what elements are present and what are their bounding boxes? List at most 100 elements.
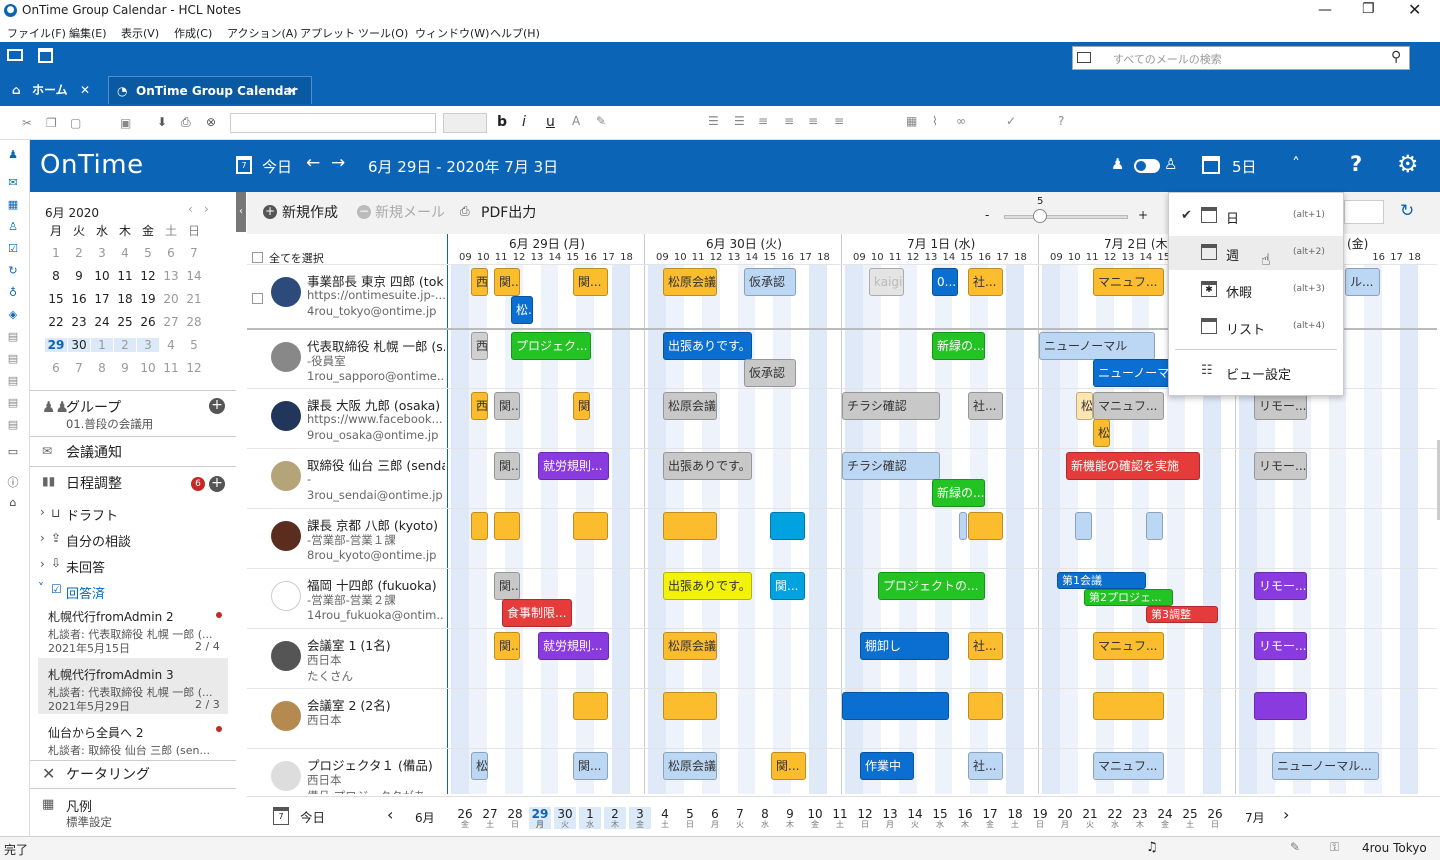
cut-icon[interactable]: ✂ [22, 116, 33, 130]
strip-date[interactable]: 17 金 [979, 807, 1001, 829]
mini-day[interactable]: 18 [117, 292, 133, 306]
calendar-event[interactable]: 第3調整 [1146, 606, 1218, 623]
person-toggle-icon[interactable]: ♙ [1164, 155, 1178, 173]
tab-ontime[interactable]: ◔ OnTime Group Calendar ✕ [108, 76, 312, 104]
copy-icon[interactable]: ❐ [46, 116, 57, 130]
mini-day[interactable]: 7 [190, 246, 198, 260]
stop-icon[interactable]: ⊗ [206, 115, 217, 129]
strip-prev-icon[interactable]: ‹ [387, 805, 394, 824]
attach-icon[interactable]: ⌇ [932, 114, 938, 128]
calendar-event[interactable]: 関 [573, 392, 590, 420]
mini-prev-icon[interactable]: ‹ [188, 202, 193, 216]
calendar-event[interactable] [842, 692, 949, 720]
add-schedule-icon[interactable]: + [209, 476, 225, 492]
view-settings-item[interactable]: ☷ ビュー設定 [1169, 355, 1343, 389]
calendar-event[interactable]: 松 [471, 752, 488, 780]
paste-icon[interactable]: ▢ [70, 116, 82, 130]
calendar-event[interactable]: 松原会議 [663, 392, 717, 420]
folder4-icon[interactable]: ▤ [7, 396, 19, 409]
strip-date[interactable]: 22 水 [1104, 807, 1126, 829]
strip-today-button[interactable]: 今日 [300, 810, 326, 825]
calendar-event[interactable]: 出張ありです。 [663, 332, 752, 360]
close-window-icon[interactable]: ✕ [1408, 0, 1422, 19]
mini-day[interactable]: 29 [45, 338, 67, 352]
person-icon[interactable]: ♙ [8, 220, 18, 233]
strip-date[interactable]: 24 金 [1154, 807, 1176, 829]
folder3-icon[interactable]: ▤ [7, 374, 19, 387]
info-icon[interactable]: ⓘ [7, 476, 19, 489]
mini-day[interactable]: 4 [167, 338, 175, 352]
calendar-event[interactable]: 出張ありです。 [663, 452, 752, 480]
calendar-event[interactable]: 関... [770, 572, 805, 600]
strip-date[interactable]: 14 火 [904, 807, 926, 829]
zoom-plus[interactable]: + [1138, 208, 1149, 222]
calendar-event[interactable]: 関... [494, 632, 520, 660]
edit-status-icon[interactable]: ✎ [1290, 840, 1301, 854]
calendar-event[interactable]: チラシ確認 [842, 452, 940, 480]
panel-collapse-handle[interactable]: ‹ [236, 192, 246, 232]
calendar-event[interactable] [663, 512, 717, 540]
expand-mine-icon[interactable]: › [40, 531, 45, 545]
mini-day[interactable]: 30 [68, 338, 90, 352]
mini-day[interactable]: 4 [121, 246, 129, 260]
menu-window[interactable]: ウィンドウ(W) [415, 27, 490, 40]
mini-day[interactable]: 21 [186, 292, 202, 306]
person-name[interactable]: 取締役 仙台 三郎 (sendai) [307, 458, 445, 473]
calendar-event[interactable]: リモー... [1254, 572, 1307, 600]
calendar-event[interactable] [1254, 692, 1307, 720]
calendar-event[interactable]: 就労規則... [538, 452, 609, 480]
strip-date[interactable]: 13 月 [879, 807, 901, 829]
align-center-icon[interactable]: ≡ [784, 114, 795, 128]
strip-date[interactable]: 10 金 [804, 807, 826, 829]
view-day-item[interactable]: ✔ 日 (alt+1) [1169, 199, 1343, 233]
refresh-icon[interactable]: ↻ [1400, 201, 1415, 221]
new-mail-button[interactable]: 新規メール [375, 205, 445, 221]
pdf-button[interactable]: PDF出力 [481, 205, 537, 221]
schedule-label[interactable]: 日程調整 [66, 476, 122, 492]
mail-search-box[interactable]: すべてのメールの検索 ⚲ [1072, 46, 1410, 70]
calendar-event[interactable]: 松... [511, 296, 533, 324]
add-group-icon[interactable]: + [209, 398, 225, 414]
next-icon[interactable]: → [331, 153, 346, 173]
mini-day[interactable]: 7 [75, 361, 83, 375]
meeting-notify-label[interactable]: 会議通知 [66, 445, 122, 461]
mini-day[interactable]: 14 [186, 269, 202, 283]
day-header[interactable]: 6月 29日 (月) [509, 237, 585, 251]
calendar-event[interactable]: 西 [471, 392, 488, 420]
mini-day[interactable]: 9 [75, 269, 83, 283]
calendar-event[interactable] [471, 512, 488, 540]
person-row[interactable]: 取締役 仙台 三郎 (sendai) - 3rou_sendai@ontime.jp [247, 448, 1437, 508]
mini-day[interactable]: 10 [94, 269, 110, 283]
person-name[interactable]: 事業部長 東京 四郎 (tok... [307, 274, 445, 289]
calendar-event[interactable]: 第2プロジェ... [1084, 589, 1173, 606]
align-left-icon[interactable]: ≡ [758, 114, 769, 128]
calendar-event[interactable]: 新機能の確認を実施 [1066, 452, 1200, 480]
calendar-event[interactable]: 松原会議 [663, 752, 717, 780]
menu-create[interactable]: 作成(C) [174, 27, 213, 40]
strip-date[interactable]: 20 月 [1054, 807, 1076, 829]
calendar-event[interactable]: リモー... [1254, 452, 1307, 480]
italic-icon[interactable]: i [522, 114, 526, 130]
bullet-list-icon[interactable]: ☰ [708, 114, 719, 128]
person-row[interactable]: 事業部長 東京 四郎 (tok... https://ontimesuite.jp… [247, 264, 1437, 324]
calendar-event[interactable]: 作業中 [860, 752, 914, 780]
calendar-event[interactable]: 松 [1076, 392, 1093, 420]
calendar-event[interactable] [968, 512, 1003, 540]
calendar-event[interactable]: 新緑の... [932, 479, 985, 507]
strip-date[interactable]: 29 月 [529, 807, 551, 829]
person-row[interactable]: 会議室 2 (2名) 西日本 [247, 688, 1437, 748]
view-days-label[interactable]: 5日 [1232, 158, 1257, 176]
new-doc-icon[interactable]: ▣ [120, 116, 132, 130]
menu-help[interactable]: ヘルプ(H) [490, 27, 540, 40]
calendar-event[interactable]: 西 [471, 268, 488, 296]
mini-day[interactable]: 8 [52, 269, 60, 283]
mini-day[interactable]: 24 [94, 315, 110, 329]
bell-icon[interactable]: ♫ [1146, 840, 1158, 855]
menu-edit[interactable]: 編集(E) [69, 27, 107, 40]
strip-date[interactable]: 19 日 [1029, 807, 1051, 829]
day-header[interactable]: 7月 1日 (水) [907, 237, 976, 251]
calendar-event[interactable]: 0... [932, 268, 958, 296]
